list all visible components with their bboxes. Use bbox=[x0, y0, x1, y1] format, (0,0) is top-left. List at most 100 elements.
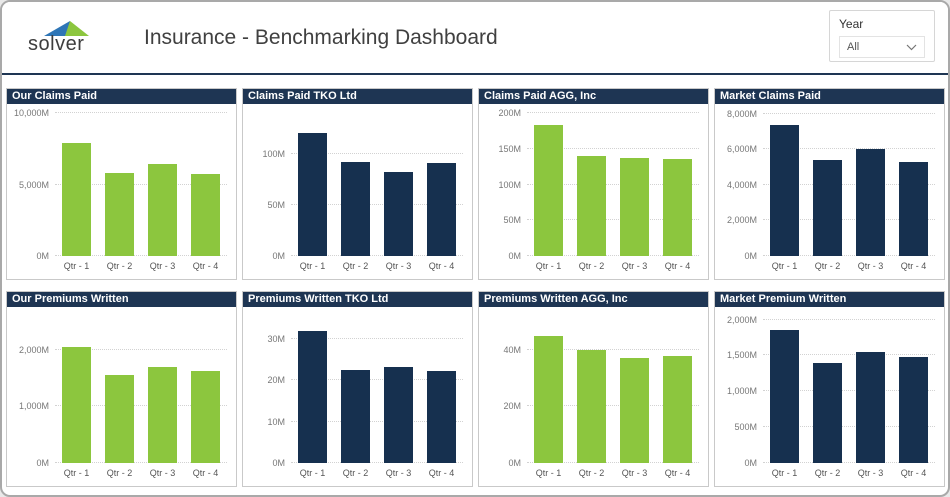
x-axis-tick-label: Qtr - 1 bbox=[299, 468, 326, 478]
bar-qtr-3[interactable] bbox=[147, 367, 178, 463]
y-axis-tick-label: 100M bbox=[498, 179, 521, 190]
x-axis-tick-label: Qtr - 4 bbox=[192, 468, 219, 478]
bar-qtr-3[interactable] bbox=[855, 351, 886, 463]
bar-series bbox=[527, 316, 699, 463]
y-axis-tick-label: 0M bbox=[272, 251, 285, 261]
y-axis-tick-label: 1,000M bbox=[726, 386, 757, 397]
bar-qtr-1[interactable] bbox=[297, 133, 328, 256]
x-axis-tick-label: Qtr - 3 bbox=[857, 468, 884, 478]
y-axis-tick-label: 2,000M bbox=[18, 344, 49, 355]
bar-qtr-1[interactable] bbox=[297, 330, 328, 463]
bar-qtr-2[interactable] bbox=[104, 374, 135, 463]
chart-panel-claims-paid-agg-inc: Claims Paid AGG, Inc 0M 50M 100M 150M 200M Qtr… bbox=[478, 88, 709, 280]
bar-qtr-2[interactable] bbox=[104, 173, 135, 256]
year-filter-value: All bbox=[847, 41, 860, 53]
chart-panel-claims-paid-tko-ltd: Claims Paid TKO Ltd 0M 50M 100M Qtr - 1 Qtr -… bbox=[242, 88, 473, 280]
x-axis-tick-label: Qtr - 4 bbox=[664, 468, 691, 478]
gridline bbox=[763, 318, 935, 320]
chart-title: Market Claims Paid bbox=[715, 89, 944, 104]
gridline bbox=[763, 354, 935, 356]
bar-qtr-4[interactable] bbox=[898, 357, 929, 463]
chart-title: Claims Paid AGG, Inc bbox=[479, 89, 708, 104]
chart-panel-market-claims-paid: Market Claims Paid 0M 2,000M 4,000M 6,000M 8,… bbox=[714, 88, 945, 280]
year-filter-select[interactable]: All bbox=[839, 36, 925, 58]
bar-qtr-1[interactable] bbox=[533, 335, 564, 463]
gridline bbox=[291, 255, 463, 256]
bar-series bbox=[55, 316, 227, 463]
x-axis-tick-label: Qtr - 3 bbox=[385, 261, 412, 271]
y-axis-tick-label: 10,000M bbox=[13, 108, 49, 118]
bar-qtr-3[interactable] bbox=[383, 172, 414, 256]
y-axis-tick-label: 0M bbox=[508, 458, 521, 468]
bar-qtr-1[interactable] bbox=[61, 143, 92, 256]
x-axis-labels: Qtr - 1 Qtr - 2 Qtr - 3 Qtr - 4 bbox=[55, 468, 227, 480]
plot-area: 0M 20M 40M bbox=[503, 316, 699, 468]
gridline bbox=[291, 379, 463, 381]
bar-qtr-2[interactable] bbox=[340, 369, 371, 463]
page-title: Insurance - Benchmarking Dashboard bbox=[144, 25, 498, 49]
gridline bbox=[527, 183, 699, 185]
x-axis-labels: Qtr - 1 Qtr - 2 Qtr - 3 Qtr - 4 bbox=[527, 261, 699, 273]
x-axis-tick-label: Qtr - 1 bbox=[63, 261, 90, 271]
x-axis-tick-label: Qtr - 2 bbox=[342, 261, 369, 271]
bar-qtr-1[interactable] bbox=[533, 125, 564, 256]
bar-qtr-1[interactable] bbox=[769, 124, 800, 256]
plot-area: 0M 500M 1,000M 1,500M 2,000M bbox=[727, 315, 935, 468]
bar-qtr-3[interactable] bbox=[855, 148, 886, 256]
bar-qtr-4[interactable] bbox=[662, 355, 693, 463]
x-axis-tick-label: Qtr - 2 bbox=[578, 468, 605, 478]
bar-series bbox=[527, 113, 699, 256]
bar-qtr-2[interactable] bbox=[340, 162, 371, 256]
gridline bbox=[527, 219, 699, 221]
bar-series bbox=[763, 316, 935, 463]
year-filter-label: Year bbox=[839, 17, 864, 31]
solver-logo: solver bbox=[28, 20, 112, 56]
x-axis-tick-label: Qtr - 1 bbox=[771, 468, 798, 478]
y-axis-tick-label: 8,000M bbox=[726, 108, 757, 119]
bar-qtr-3[interactable] bbox=[147, 164, 178, 256]
bar-qtr-4[interactable] bbox=[426, 370, 457, 463]
bar-qtr-4[interactable] bbox=[662, 158, 693, 256]
gridline bbox=[763, 255, 935, 256]
gridline bbox=[527, 255, 699, 256]
bar-qtr-3[interactable] bbox=[619, 158, 650, 256]
bar-qtr-1[interactable] bbox=[61, 347, 92, 463]
y-axis-tick-label: 20M bbox=[503, 401, 521, 412]
solver-logo-icon bbox=[44, 20, 89, 36]
chart-grid: Our Claims Paid 0M 5,000M 10,000M Qtr - 1 Qtr… bbox=[6, 88, 945, 487]
plot-area: 0M 50M 100M bbox=[262, 113, 463, 261]
bar-qtr-4[interactable] bbox=[426, 163, 457, 256]
plot-area: 0M 2,000M 4,000M 6,000M 8,000M bbox=[727, 109, 935, 261]
gridline bbox=[55, 348, 227, 350]
gridline bbox=[763, 112, 935, 114]
x-axis-labels: Qtr - 1 Qtr - 2 Qtr - 3 Qtr - 4 bbox=[763, 261, 935, 273]
gridline bbox=[763, 183, 935, 185]
chart-panel-market-premium-written: Market Premium Written 0M 500M 1,000M 1,500M… bbox=[714, 291, 945, 487]
bar-qtr-4[interactable] bbox=[190, 370, 221, 463]
gridline bbox=[55, 112, 227, 113]
bar-qtr-2[interactable] bbox=[576, 155, 607, 256]
bar-qtr-2[interactable] bbox=[812, 160, 843, 256]
x-axis-tick-label: Qtr - 2 bbox=[814, 468, 841, 478]
chart-body: 0M 1,000M 2,000M Qtr - 1 Qtr - 2 Qtr - 3 Qtr -… bbox=[7, 307, 236, 486]
chart-body: 0M 10M 20M 30M Qtr - 1 Qtr - 2 Qtr - 3 Qtr - 4 bbox=[243, 307, 472, 486]
bar-series bbox=[291, 113, 463, 256]
plot-area: 0M 1,000M 2,000M bbox=[19, 316, 227, 468]
y-axis-tick-label: 150M bbox=[498, 143, 521, 154]
gridline bbox=[291, 152, 463, 154]
chart-body: 0M 50M 100M 150M 200M Qtr - 1 Qtr - 2 Qtr - 3 Qt… bbox=[479, 104, 708, 279]
bar-qtr-2[interactable] bbox=[576, 349, 607, 463]
x-axis-tick-label: Qtr - 1 bbox=[63, 468, 90, 478]
bar-qtr-2[interactable] bbox=[812, 362, 843, 463]
bar-qtr-1[interactable] bbox=[769, 329, 800, 463]
x-axis-tick-label: Qtr - 1 bbox=[771, 261, 798, 271]
x-axis-tick-label: Qtr - 4 bbox=[428, 261, 455, 271]
x-axis-tick-label: Qtr - 3 bbox=[621, 261, 648, 271]
y-axis-tick-label: 500M bbox=[734, 422, 757, 433]
bar-qtr-4[interactable] bbox=[190, 173, 221, 256]
y-axis-tick-label: 0M bbox=[744, 458, 757, 468]
bar-qtr-4[interactable] bbox=[898, 161, 929, 256]
gridline bbox=[55, 255, 227, 256]
bar-qtr-3[interactable] bbox=[619, 358, 650, 463]
bar-qtr-3[interactable] bbox=[383, 366, 414, 463]
